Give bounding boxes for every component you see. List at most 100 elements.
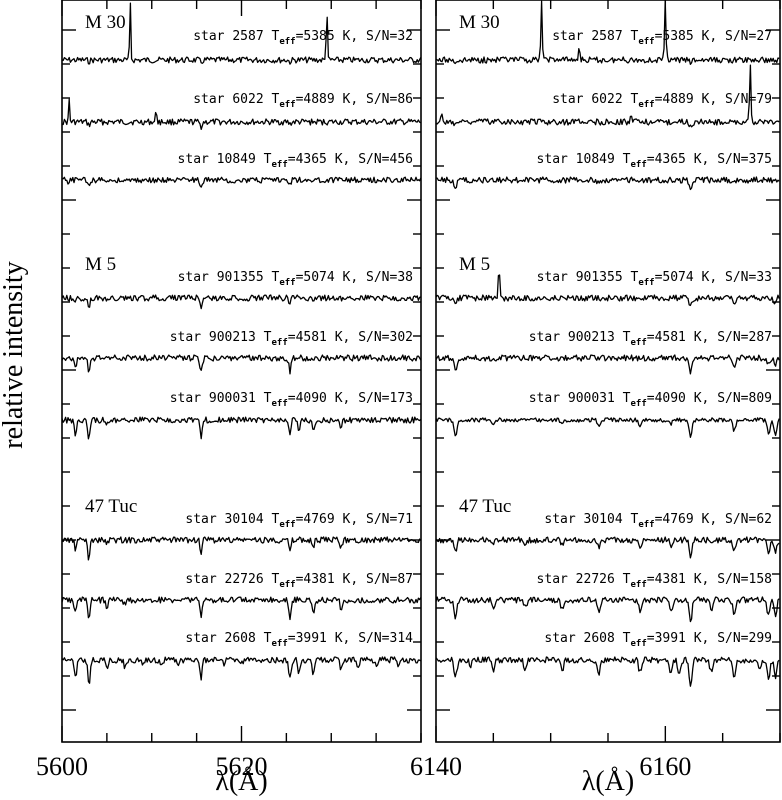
star-id: star 2587 [552, 29, 622, 44]
star-id: star 901355 [537, 270, 623, 285]
spectrum-line [435, 656, 780, 687]
teff-eq: = [655, 512, 663, 527]
sn-prefix: K, S/N= [335, 572, 398, 587]
teff-eq: = [288, 391, 296, 406]
sn-prefix: K, S/N= [686, 330, 749, 345]
sn-prefix: K, S/N= [694, 29, 757, 44]
sn-value: 79 [756, 92, 772, 107]
teff-value: 4365 [655, 152, 686, 167]
teff-value: 4090 [655, 391, 686, 406]
teff-subscript: eff [638, 520, 654, 530]
star-label: star 10849 Teff=4365 K, S/N=375 [537, 152, 772, 170]
teff-value: 4381 [655, 572, 686, 587]
teff-eq: = [647, 391, 655, 406]
star-id: star 6022 [193, 92, 263, 107]
star-label: star 900213 Teff=4581 K, S/N=302 [170, 330, 413, 348]
x-tick-label: 5600 [36, 752, 88, 781]
cluster-label: 47 Tuc [459, 496, 511, 517]
star-id: star 900031 [170, 391, 256, 406]
sn-prefix: K, S/N= [335, 270, 398, 285]
cluster-label: M 30 [459, 12, 500, 33]
teff-eq: = [296, 29, 304, 44]
teff-value: 5074 [662, 270, 693, 285]
teff-subscript: eff [279, 100, 295, 110]
sn-value: 62 [756, 512, 772, 527]
x-axis-label: λ(Å) [582, 766, 634, 797]
teff-value: 4381 [303, 572, 334, 587]
x-tick-label: 6160 [639, 752, 691, 781]
teff-symbol: T [623, 270, 639, 285]
teff-value: 4889 [303, 92, 334, 107]
sn-value: 173 [390, 391, 413, 406]
star-label: star 22726 Teff=4381 K, S/N=158 [537, 572, 772, 590]
spectrum-line [435, 596, 780, 623]
star-label: star 6022 Teff=4889 K, S/N=86 [193, 92, 413, 110]
sn-prefix: K, S/N= [694, 270, 757, 285]
sn-value: 158 [749, 572, 772, 587]
sn-value: 71 [397, 512, 413, 527]
sn-value: 314 [390, 631, 414, 646]
sn-value: 809 [749, 391, 772, 406]
teff-subscript: eff [279, 37, 295, 47]
teff-subscript: eff [630, 160, 646, 170]
teff-eq: = [647, 572, 655, 587]
sn-prefix: K, S/N= [335, 29, 398, 44]
spectrum-line [61, 536, 422, 561]
star-id: star 22726 [537, 572, 615, 587]
sn-prefix: K, S/N= [327, 631, 390, 646]
sn-prefix: K, S/N= [694, 512, 757, 527]
teff-symbol: T [264, 92, 280, 107]
teff-eq: = [655, 29, 663, 44]
cluster-label: M 5 [85, 254, 116, 275]
sn-value: 27 [756, 29, 772, 44]
star-label: star 30104 Teff=4769 K, S/N=62 [544, 512, 772, 530]
teff-symbol: T [615, 330, 631, 345]
sn-value: 287 [749, 330, 772, 345]
teff-subscript: eff [630, 399, 646, 409]
teff-symbol: T [623, 512, 639, 527]
teff-eq: = [647, 330, 655, 345]
star-id: star 2608 [185, 631, 255, 646]
star-label: star 2608 Teff=3991 K, S/N=299 [544, 631, 772, 649]
teff-subscript: eff [279, 520, 295, 530]
sn-prefix: K, S/N= [686, 391, 749, 406]
spectrum-line [61, 98, 422, 131]
teff-eq: = [647, 152, 655, 167]
teff-eq: = [655, 270, 663, 285]
spectrum-line [435, 64, 780, 128]
star-id: star 6022 [552, 92, 622, 107]
star-id: star 900213 [529, 330, 615, 345]
teff-symbol: T [256, 330, 272, 345]
star-id: star 10849 [178, 152, 256, 167]
teff-value: 3991 [296, 631, 327, 646]
teff-value: 4581 [655, 330, 686, 345]
star-label: star 6022 Teff=4889 K, S/N=79 [552, 92, 772, 110]
spectrum-line [62, 176, 422, 188]
spectrum-line [435, 417, 780, 438]
teff-value: 4365 [296, 152, 327, 167]
teff-symbol: T [264, 29, 280, 44]
teff-subscript: eff [638, 37, 654, 47]
spectrum-line [61, 416, 422, 440]
teff-value: 4581 [296, 330, 327, 345]
teff-subscript: eff [271, 639, 287, 649]
star-id: star 30104 [544, 512, 622, 527]
teff-symbol: T [615, 391, 631, 406]
teff-symbol: T [264, 270, 280, 285]
teff-value: 4769 [303, 512, 334, 527]
teff-symbol: T [264, 512, 280, 527]
sn-prefix: K, S/N= [686, 572, 749, 587]
teff-subscript: eff [279, 278, 295, 288]
spectrum-line [435, 354, 780, 375]
star-label: star 900031 Teff=4090 K, S/N=809 [529, 391, 772, 409]
sn-prefix: K, S/N= [327, 330, 390, 345]
teff-symbol: T [615, 152, 631, 167]
sn-prefix: K, S/N= [694, 92, 757, 107]
star-label: star 22726 Teff=4381 K, S/N=87 [185, 572, 413, 590]
sn-prefix: K, S/N= [686, 631, 749, 646]
teff-subscript: eff [271, 338, 287, 348]
teff-eq: = [288, 330, 296, 345]
teff-symbol: T [256, 152, 272, 167]
